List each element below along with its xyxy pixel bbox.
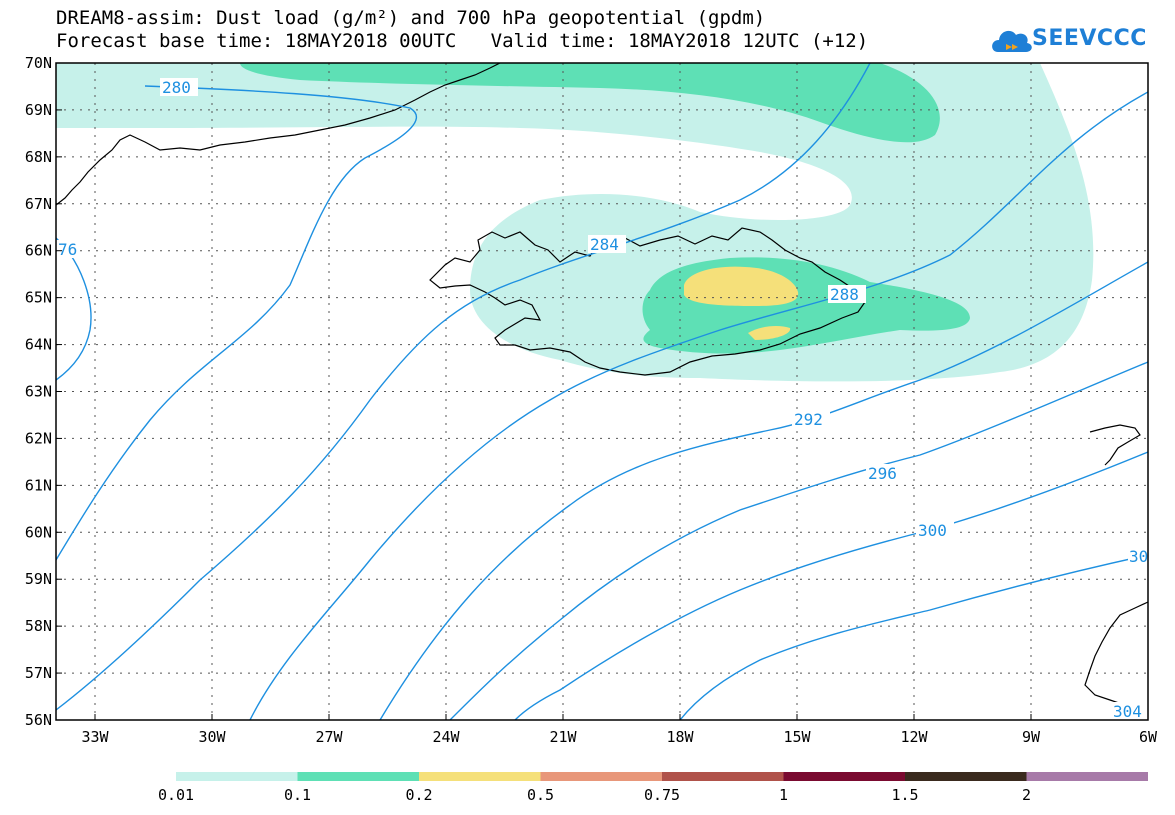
contour-label-296: 296 [868,464,897,483]
lat-label: 63N [25,383,52,401]
lon-label: 30W [198,728,226,746]
legend-swatch [419,772,541,781]
legend-label: 0.01 [158,786,194,804]
map-title: DREAM8-assim: Dust load (g/m²) and 700 h… [56,7,766,29]
legend-label: 0.2 [405,786,432,804]
lat-label: 60N [25,523,52,541]
legend-swatch [297,772,419,781]
contour-280 [56,85,418,561]
coast-faroe-norway [1089,424,1141,466]
seevccc-logo: SEEVCCC [990,22,1160,62]
contour-296 [449,361,1148,720]
legend-label: 1.5 [891,786,918,804]
logo-text: SEEVCCC [1032,26,1147,51]
latitude-labels: 70N 69N 68N 67N 66N 65N 64N 63N 62N 61N 60N 59N 58N 5… [25,54,52,729]
dust-field [56,63,1094,382]
longitude-labels: 33W 30W 27W 24W 21W 18W 15W 12W 9W 6W [81,728,1158,746]
contour-label-284: 284 [590,235,619,254]
contour-label-280: 280 [162,78,191,97]
lon-label: 6W [1139,728,1158,746]
geopotential-contours [56,63,1148,720]
contour-label-276-partial: 76 [58,240,77,259]
dust-area-green-north [240,63,940,143]
lat-label: 68N [25,148,52,166]
contour-284 [56,63,871,711]
lat-label: 59N [25,570,52,588]
lon-label: 12W [900,728,928,746]
legend-label: 2 [1022,786,1031,804]
lon-label: 18W [666,728,694,746]
legend-swatch [540,772,662,781]
legend-label: 1 [779,786,788,804]
legend-swatch [662,772,784,781]
lon-label: 27W [315,728,343,746]
contour-304 [679,554,1148,720]
lat-label: 70N [25,54,52,72]
lon-label: 21W [549,728,577,746]
legend-label: 0.1 [284,786,311,804]
contour-292 [379,261,1148,720]
legend-swatch [905,772,1027,781]
lon-label: 15W [783,728,811,746]
contour-276 [56,237,92,381]
contour-288 [249,91,1148,720]
color-legend: 0.01 0.1 0.2 0.5 0.75 1 1.5 2 [158,772,1148,804]
lat-label: 62N [25,429,52,447]
legend-swatch [176,772,298,781]
lon-label: 24W [432,728,460,746]
lon-label: 33W [81,728,109,746]
legend-label: 0.75 [644,786,680,804]
cloud-icon [992,30,1032,52]
map-subtitle: Forecast base time: 18MAY2018 00UTC Vali… [56,30,869,52]
lat-label: 56N [25,711,52,729]
lat-label: 65N [25,289,52,307]
contour-label-300: 300 [918,521,947,540]
lat-label: 64N [25,336,52,354]
legend-label: 0.5 [527,786,554,804]
coast-scotland [1084,601,1148,717]
contour-labels: 280 284 288 292 296 300 30 304 76 [57,78,1148,721]
lat-label: 58N [25,617,52,635]
contour-label-30-partial: 30 [1129,547,1148,566]
legend-swatch [1026,772,1148,781]
lon-label: 9W [1022,728,1041,746]
dust-area-yellow-south [748,325,791,340]
dust-area-yellow-main [684,266,799,306]
lat-label: 67N [25,195,52,213]
lat-label: 69N [25,101,52,119]
axis-ticks [56,62,1149,721]
contour-label-292: 292 [794,410,823,429]
lat-label: 66N [25,242,52,260]
lat-label: 57N [25,664,52,682]
contour-label-304: 304 [1113,702,1142,721]
contour-label-288: 288 [830,285,859,304]
coast-greenland [56,63,501,206]
contour-300 [514,451,1148,720]
lat-label: 61N [25,476,52,494]
legend-swatch [783,772,905,781]
